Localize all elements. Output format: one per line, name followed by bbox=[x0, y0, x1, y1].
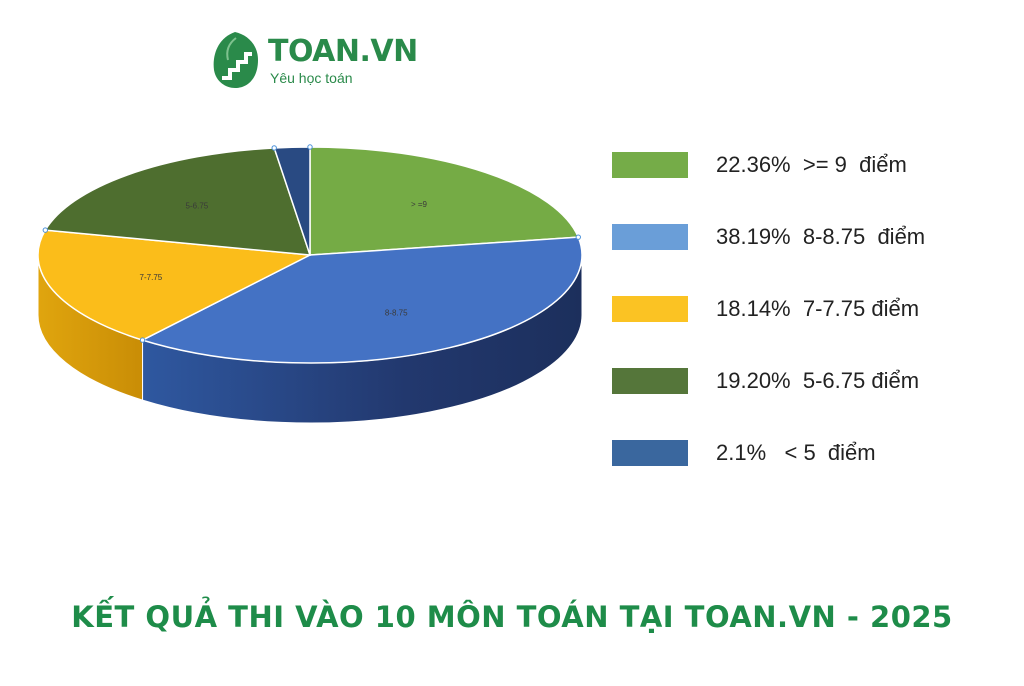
pie-data-label: 8-8.75 bbox=[385, 309, 408, 318]
logo: TOAN.VN Yêu học toán bbox=[210, 30, 418, 92]
pie-slice-0 bbox=[309, 146, 580, 256]
logo-tagline: Yêu học toán bbox=[270, 70, 353, 86]
slice-handle bbox=[575, 234, 581, 240]
pie-data-label: 7-7.75 bbox=[140, 273, 163, 282]
slice-handle bbox=[271, 145, 277, 151]
legend-swatch bbox=[612, 368, 688, 394]
pie-top bbox=[37, 146, 583, 364]
staircase-leaf-icon bbox=[213, 32, 258, 88]
legend-label: 2.1% < 5 điểm bbox=[716, 440, 876, 465]
pie-slice-1 bbox=[140, 236, 583, 364]
legend-item: 38.19% 8-8.75 điểm bbox=[612, 222, 1012, 252]
legend-item: 2.1% < 5 điểm bbox=[612, 438, 1012, 468]
logo-name: TOAN.VN bbox=[268, 34, 418, 69]
slice-handle bbox=[42, 227, 49, 233]
legend-label: 22.36% >= 9 điểm bbox=[716, 152, 907, 177]
pie-data-label: 5-6.75 bbox=[186, 201, 209, 210]
legend-swatch bbox=[612, 152, 688, 178]
legend-label: 19.20% 5-6.75 điểm bbox=[716, 368, 920, 393]
slice-handle bbox=[307, 144, 313, 150]
legend-swatch bbox=[612, 224, 688, 250]
legend-label: 18.14% 7-7.75 điểm bbox=[716, 296, 920, 321]
legend-item: 18.14% 7-7.75 điểm bbox=[612, 294, 1012, 324]
pie-slice-2 bbox=[37, 229, 313, 341]
pie-slice-3 bbox=[44, 147, 312, 256]
pie-labels: > =9 8-8.75 7-7.75 5-6.75 bbox=[42, 144, 581, 343]
legend-item: 22.36% >= 9 điểm bbox=[612, 150, 1012, 180]
pie-chart: > =9 8-8.75 7-7.75 5-6.75 bbox=[37, 144, 583, 424]
chart-title: KẾT QUẢ THI VÀO 10 MÔN TOÁN TẠI TOAN.VN … bbox=[71, 600, 953, 634]
pie-data-label: > =9 bbox=[411, 200, 428, 209]
legend-label: 38.19% 8-8.75 điểm bbox=[716, 224, 926, 249]
legend-swatch bbox=[612, 440, 688, 466]
legend-swatch bbox=[612, 296, 688, 322]
slice-handle bbox=[139, 337, 146, 343]
legend-item: 19.20% 5-6.75 điểm bbox=[612, 366, 1012, 396]
